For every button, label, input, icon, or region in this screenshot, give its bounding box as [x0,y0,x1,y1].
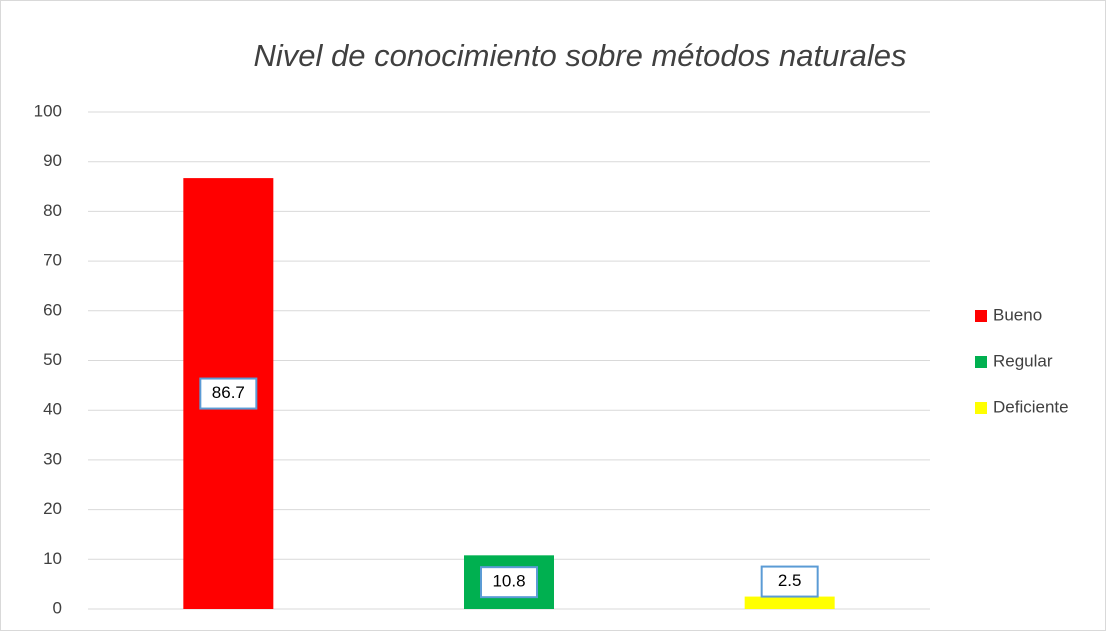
legend-swatch [975,356,987,368]
y-tick-label: 0 [53,598,62,617]
y-tick-label: 20 [43,499,62,518]
y-tick-label: 30 [43,449,62,468]
data-label-box [199,377,258,410]
legend-swatch [975,310,987,322]
y-tick-label: 70 [43,251,62,270]
legend-label: Bueno [993,305,1042,324]
bar [744,596,835,609]
data-label: 10.8 [492,572,525,591]
data-label-box [760,565,819,598]
y-tick-label: 50 [43,350,62,369]
data-label: 86.7 [212,383,245,402]
y-tick-label: 40 [43,400,62,419]
legend-label: Deficiente [993,397,1069,416]
data-label-box [480,566,538,599]
y-tick-label: 100 [34,101,62,120]
y-tick-label: 90 [43,151,62,170]
y-tick-label: 60 [43,300,62,319]
legend-swatch [975,402,987,414]
data-label: 2.5 [778,571,802,590]
legend-label: Regular [993,351,1053,370]
chart-title: Nivel de conocimiento sobre métodos natu… [253,38,906,73]
y-tick-label: 80 [43,201,62,220]
y-tick-label: 10 [43,549,62,568]
